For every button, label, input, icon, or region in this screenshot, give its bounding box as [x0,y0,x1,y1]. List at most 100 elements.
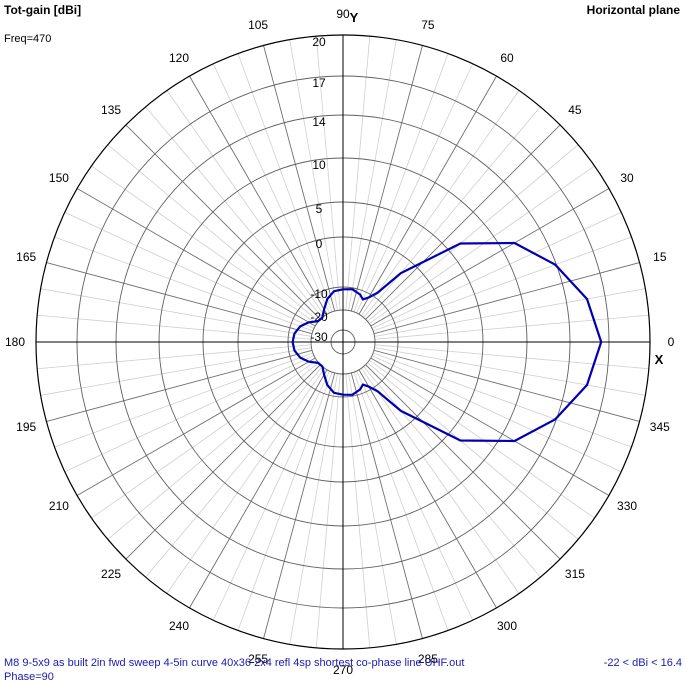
minor-spoke [64,355,315,473]
radial-tick-label: 0 [316,237,323,251]
radial-tick-label: 14 [312,115,326,129]
major-spoke [358,369,497,609]
minor-spoke [54,352,314,448]
minor-spoke [345,36,371,311]
major-spoke [350,45,423,312]
radial-tick-label: 10 [312,158,326,172]
minor-spoke [374,347,646,396]
minor-spoke [353,53,449,313]
angle-tick-label: 75 [421,18,435,32]
minor-spoke [315,373,341,648]
major-spoke [365,364,561,560]
minor-spoke [212,370,330,621]
minor-spoke [91,165,318,324]
minor-spoke [374,344,649,370]
minor-spoke [145,366,323,578]
minor-spoke [374,288,646,337]
major-spoke [189,75,328,315]
angle-tick-label: 240 [169,619,189,633]
angle-tick-label: 330 [617,499,637,513]
minor-spoke [353,371,449,631]
minor-spoke [37,314,312,340]
minor-spoke [356,370,474,621]
minor-spoke [368,360,595,519]
minor-spoke [166,90,325,317]
minor-spoke [54,236,314,332]
major-spoke [125,364,321,560]
minor-spoke [315,36,341,311]
minor-spoke [367,144,579,322]
angle-tick-label: 165 [16,250,36,264]
angle-tick-label: 0 [668,335,675,349]
major-spoke [46,349,313,422]
minor-spoke [237,371,333,631]
minor-spoke [363,106,541,318]
angle-tick-label: 315 [565,567,585,581]
angle-tick-label: 105 [248,18,268,32]
minor-spoke [345,373,371,648]
angle-tick-label: 90 [336,7,350,21]
footer-range: -22 < dBi < 16.4 [603,657,682,669]
angle-tick-label: 120 [169,51,189,65]
major-spoke [189,369,328,609]
angle-tick-label: 300 [497,619,517,633]
major-spoke [76,188,316,327]
minor-spoke [91,360,318,519]
minor-spoke [363,366,541,578]
angle-tick-label: 270 [333,663,353,675]
major-spoke [365,124,561,320]
radial-tick-label: -30 [310,330,328,344]
minor-spoke [40,288,312,337]
plane-label: Horizontal plane [586,3,680,17]
minor-spoke [166,367,325,594]
minor-spoke [212,63,330,314]
minor-spoke [368,165,595,324]
angle-tick-label: 30 [620,171,634,185]
angle-tick-label: 255 [248,652,268,666]
major-spoke [263,45,336,312]
minor-spoke [374,314,649,340]
axis-labels: YX [350,10,664,367]
minor-spoke [37,344,312,370]
minor-spoke [107,362,319,540]
radial-tick-label: 20 [312,35,326,49]
major-spoke [373,349,640,422]
major-spoke [76,357,316,496]
major-spoke [358,75,497,315]
gain-pattern-line [291,241,603,443]
angle-tick-label: 150 [49,171,69,185]
minor-spoke [371,211,622,329]
minor-spoke [361,367,520,594]
major-spoke [46,262,313,335]
minor-spoke [348,373,397,645]
angle-tick-label: 60 [500,51,514,65]
y-axis-letter: Y [350,10,359,25]
angle-tick-label: 180 [5,335,25,349]
angle-tick-label: 345 [650,420,670,434]
footer-cut: Phase=90 [4,671,54,683]
angle-tick-label: 195 [16,420,36,434]
major-spoke [370,357,610,496]
minor-spoke [361,90,520,317]
minor-spoke [372,352,632,448]
radial-tick-label: -10 [310,287,328,301]
frequency-label: Freq=470 [4,33,52,45]
minor-spoke [367,362,579,540]
radial-tick-label: 5 [316,202,323,216]
minor-spoke [40,347,312,396]
pattern-series [291,241,603,443]
angle-tick-label: 135 [101,103,121,117]
major-spoke [370,188,610,327]
minor-spoke [372,236,632,332]
minor-spoke [289,373,338,645]
angle-tick-label: 45 [568,103,582,117]
minor-spoke [371,355,622,473]
angle-tick-label: 15 [653,250,667,264]
angle-tick-label: 225 [101,567,121,581]
chart-title: Tot-gain [dBi] [4,3,82,17]
polar-grid [35,34,651,650]
minor-spoke [107,144,319,322]
minor-spoke [64,211,315,329]
